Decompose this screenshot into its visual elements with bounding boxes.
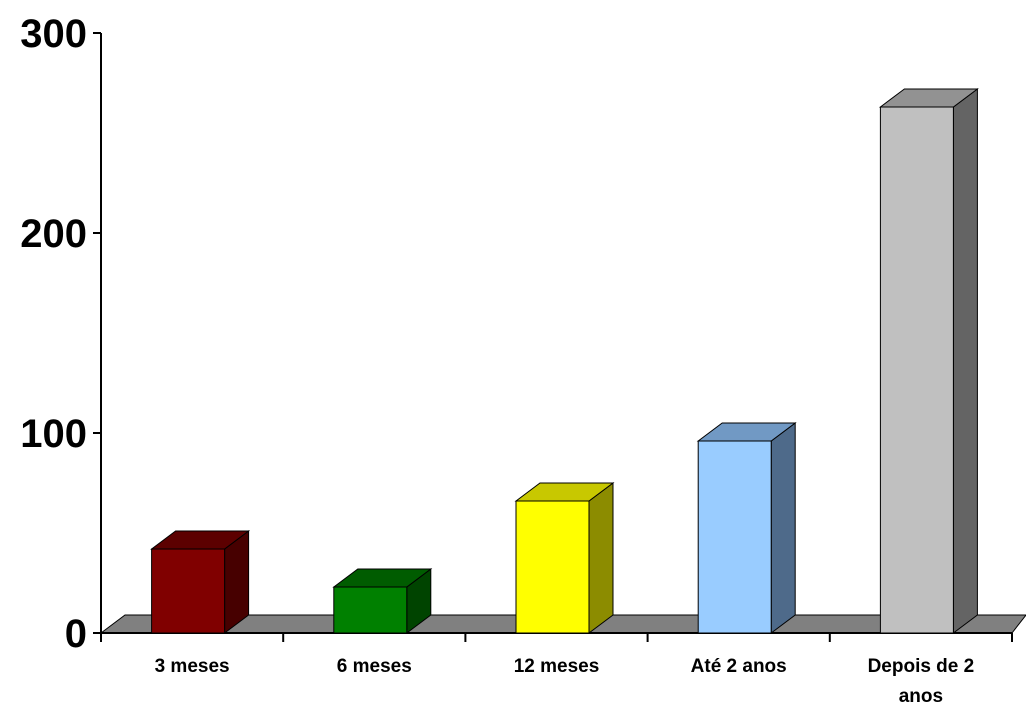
bar-front-face — [515, 500, 590, 634]
bar-side-face — [770, 422, 796, 634]
y-tick-label: 0 — [65, 612, 87, 656]
bar-front-face — [333, 586, 408, 634]
bar — [878, 88, 979, 634]
bar-front-face — [697, 440, 772, 634]
y-tick-label: 100 — [20, 412, 87, 456]
x-tick-label: Até 2 anos — [691, 656, 787, 677]
bar — [150, 530, 251, 634]
x-tick-label: 6 meses — [337, 656, 412, 677]
chart-bars — [150, 88, 979, 634]
x-tick-label-line: Até 2 anos — [691, 656, 787, 677]
bar-front-face — [151, 548, 226, 634]
x-tick-label: 12 meses — [514, 656, 600, 677]
bar — [332, 568, 433, 634]
bar-side-face — [952, 88, 978, 634]
x-tick-label-line: 12 meses — [514, 656, 600, 677]
y-tick-label: 300 — [20, 12, 87, 56]
y-tick-label: 200 — [20, 212, 87, 256]
x-tick-label-line: Depois de 2 — [868, 656, 975, 677]
x-tick-label-line: 6 meses — [337, 656, 412, 677]
x-tick-label-line: 3 meses — [155, 656, 230, 677]
x-tick-label-line: anos — [899, 686, 943, 707]
x-tick-label: 3 meses — [155, 656, 230, 677]
bar-side-face — [588, 482, 614, 634]
chart-labels: 0 100 200 300 3 meses 6 meses 12 meses Até 2 an… — [20, 12, 974, 707]
bar — [514, 482, 615, 634]
x-tick-label: Depois de 2 anos — [868, 656, 975, 707]
bar — [696, 422, 797, 634]
bar-front-face — [879, 106, 954, 634]
